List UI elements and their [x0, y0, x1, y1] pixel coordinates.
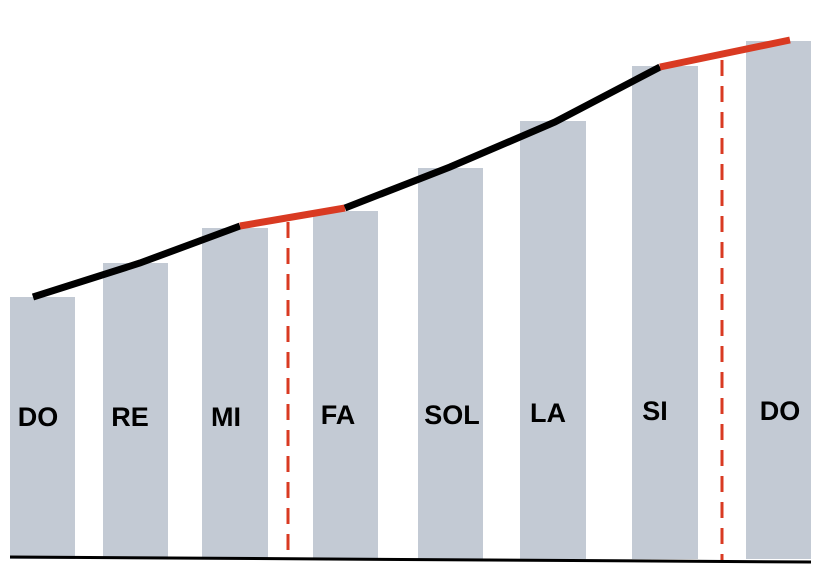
baseline: [9, 555, 812, 564]
bars: [10, 41, 811, 559]
bar: [202, 228, 268, 559]
note-label: DO: [760, 396, 801, 426]
note-labels: DO RE MI FA SOL LA SI DO: [18, 396, 801, 432]
step-line: [31, 36, 791, 301]
note-label: FA: [321, 400, 356, 430]
bar: [313, 211, 378, 559]
note-label: LA: [530, 398, 566, 428]
note-label: MI: [211, 402, 241, 432]
whole-steps: [343, 63, 662, 212]
note-label: DO: [18, 402, 59, 432]
bar: [10, 297, 75, 559]
bar: [632, 66, 698, 559]
half-step: [239, 204, 346, 230]
note-label: SI: [642, 396, 668, 426]
note-label: SOL: [424, 400, 480, 430]
bar: [103, 263, 168, 559]
half-step: [659, 36, 791, 71]
bar: [520, 121, 586, 559]
bar: [746, 41, 811, 559]
whole-steps: [31, 222, 242, 301]
note-label: RE: [111, 402, 149, 432]
semitone-dividers: [286, 60, 724, 562]
bar: [418, 168, 483, 559]
